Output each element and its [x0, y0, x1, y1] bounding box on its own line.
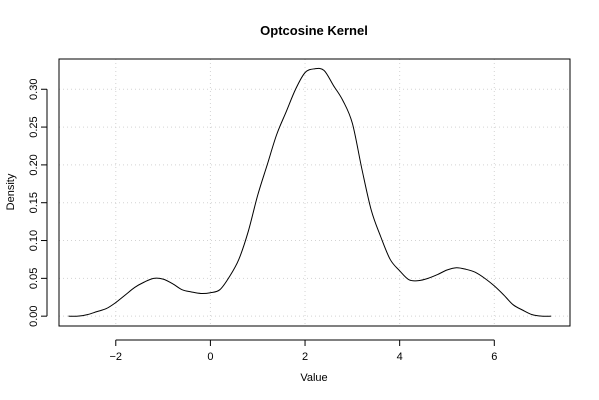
- x-tick-label: 6: [491, 351, 497, 363]
- y-tick-label: 0.05: [28, 268, 40, 289]
- y-tick-label: 0.25: [28, 116, 40, 137]
- plot-frame: [58, 58, 571, 327]
- x-axis-label: Value: [300, 372, 327, 384]
- grid: [59, 59, 570, 326]
- y-tick-label: 0.20: [28, 154, 40, 175]
- y-axis: 0.00 0.05 0.10 0.15 0.20 0.25 0.30: [28, 79, 48, 327]
- y-tick-label: 0.15: [28, 192, 40, 213]
- x-tick-label: 4: [397, 351, 403, 363]
- x-tick-label: 2: [302, 351, 308, 363]
- y-tick-label: 0.30: [28, 79, 40, 100]
- x-axis: −2 0 2 4 6: [110, 339, 497, 363]
- x-tick-label: 0: [207, 351, 213, 363]
- density-line: [68, 67, 552, 317]
- y-axis-label: Density: [5, 173, 17, 210]
- chart-title: Optcosine Kernel: [260, 23, 368, 38]
- y-tick-label: 0.10: [28, 230, 40, 251]
- y-tick-label: 0.00: [28, 305, 40, 326]
- x-tick-label: −2: [110, 351, 123, 363]
